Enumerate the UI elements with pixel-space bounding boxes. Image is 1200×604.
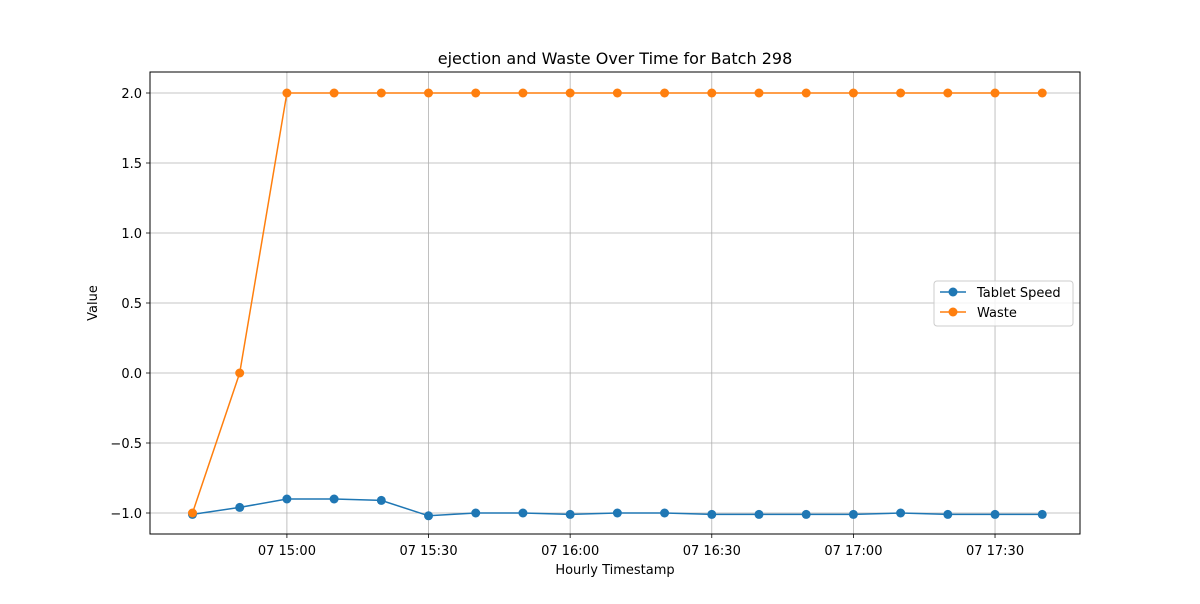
- legend-label-tablet-speed: Tablet Speed: [976, 286, 1061, 301]
- series-group: [187, 88, 1047, 521]
- data-point-waste: [565, 88, 575, 98]
- data-point-waste: [376, 88, 386, 98]
- data-point-waste: [707, 88, 717, 98]
- data-point-waste: [424, 88, 434, 98]
- y-tick-label: 1.0: [121, 227, 142, 242]
- data-point-waste: [518, 88, 528, 98]
- data-point-tablet-speed: [990, 509, 1000, 519]
- data-point-tablet-speed: [282, 494, 292, 504]
- data-point-waste: [801, 88, 811, 98]
- x-tick-label: 07 15:30: [399, 544, 457, 559]
- y-axis-label: Value: [86, 285, 101, 321]
- y-tick-label: 2.0: [121, 87, 142, 102]
- y-tick-label: 0.5: [121, 297, 142, 312]
- x-tick-label: 07 17:00: [824, 544, 882, 559]
- x-axis-label: Hourly Timestamp: [555, 563, 674, 578]
- data-point-tablet-speed: [848, 509, 858, 519]
- legend: Tablet Speed Waste: [933, 280, 1074, 327]
- data-point-tablet-speed: [801, 509, 811, 519]
- data-point-waste: [896, 88, 906, 98]
- axis-ticks: 07 15:00 07 15:30 07 16:00 07 16:30 07 17:00…: [110, 87, 1024, 559]
- y-tick-label: 0.0: [121, 367, 142, 382]
- data-point-tablet-speed: [471, 508, 481, 518]
- y-tick-label: 1.5: [121, 157, 142, 172]
- data-point-waste: [187, 508, 197, 518]
- data-point-tablet-speed: [660, 508, 670, 518]
- data-point-tablet-speed: [707, 509, 717, 519]
- y-tick-label: −0.5: [110, 437, 142, 452]
- x-tick-label: 07 15:00: [258, 544, 316, 559]
- chart-title: ejection and Waste Over Time for Batch 2…: [438, 49, 793, 68]
- data-point-tablet-speed: [329, 494, 339, 504]
- data-point-waste: [471, 88, 481, 98]
- data-point-waste: [1037, 88, 1047, 98]
- data-point-waste: [612, 88, 622, 98]
- data-point-tablet-speed: [896, 508, 906, 518]
- legend-box: [933, 280, 1074, 327]
- data-point-tablet-speed: [612, 508, 622, 518]
- data-point-waste: [282, 88, 292, 98]
- series-tablet-speed: [187, 494, 1047, 521]
- x-tick-label: 07 16:30: [683, 544, 741, 559]
- data-point-tablet-speed: [1037, 509, 1047, 519]
- x-tick-label: 07 16:00: [541, 544, 599, 559]
- data-point-waste: [660, 88, 670, 98]
- legend-marker-tablet-speed: [948, 287, 958, 297]
- series-waste: [187, 88, 1047, 518]
- data-point-tablet-speed: [376, 495, 386, 505]
- data-point-tablet-speed: [754, 509, 764, 519]
- data-point-waste: [848, 88, 858, 98]
- data-point-waste: [990, 88, 1000, 98]
- data-point-waste: [329, 88, 339, 98]
- data-point-waste: [235, 368, 245, 378]
- data-point-tablet-speed: [424, 511, 434, 521]
- data-point-waste: [754, 88, 764, 98]
- data-point-tablet-speed: [235, 502, 245, 512]
- data-point-waste: [943, 88, 953, 98]
- data-point-tablet-speed: [943, 509, 953, 519]
- x-tick-label: 07 17:30: [966, 544, 1024, 559]
- y-tick-label: −1.0: [110, 507, 142, 522]
- legend-label-waste: Waste: [977, 306, 1017, 321]
- data-point-tablet-speed: [518, 508, 528, 518]
- data-point-tablet-speed: [565, 509, 575, 519]
- legend-marker-waste: [948, 307, 958, 317]
